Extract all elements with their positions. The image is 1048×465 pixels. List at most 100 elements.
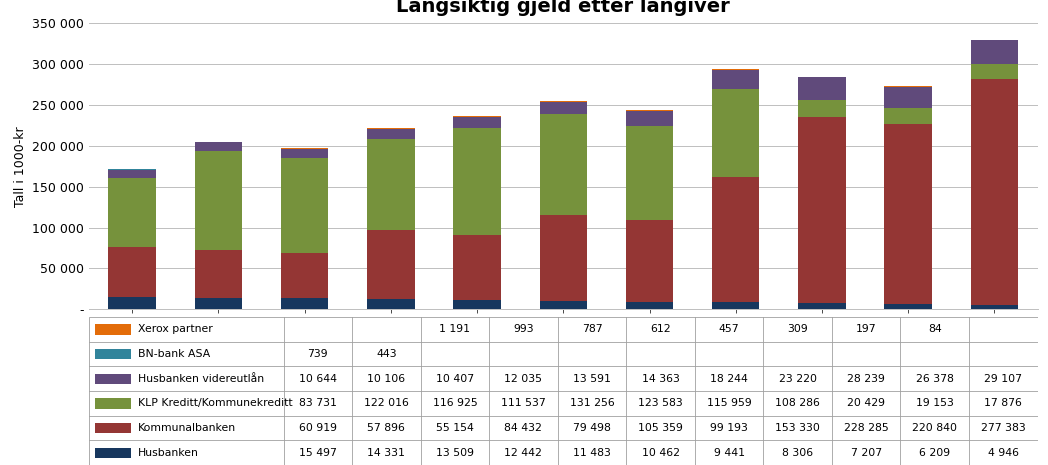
Text: 84: 84 xyxy=(927,325,941,334)
Text: 7 207: 7 207 xyxy=(851,448,881,458)
Bar xyxy=(712,177,760,302)
Bar xyxy=(540,214,587,301)
Bar xyxy=(367,230,415,299)
Text: 19 153: 19 153 xyxy=(916,399,954,408)
Text: 122 016: 122 016 xyxy=(364,399,409,408)
Text: 12 442: 12 442 xyxy=(504,448,543,458)
Bar xyxy=(94,373,131,384)
Bar xyxy=(195,151,242,250)
Text: 197: 197 xyxy=(856,325,876,334)
Bar xyxy=(195,142,242,151)
Bar xyxy=(712,70,760,89)
Bar xyxy=(799,117,846,303)
Bar xyxy=(454,235,501,300)
Bar xyxy=(109,169,156,170)
Bar xyxy=(626,111,673,126)
Bar xyxy=(626,126,673,220)
Text: 123 583: 123 583 xyxy=(638,399,683,408)
Bar xyxy=(970,64,1018,79)
Text: 153 330: 153 330 xyxy=(776,423,820,433)
Text: 14 331: 14 331 xyxy=(368,448,406,458)
Text: 28 239: 28 239 xyxy=(847,374,886,384)
Text: 220 840: 220 840 xyxy=(912,423,957,433)
Text: 443: 443 xyxy=(376,349,396,359)
Bar xyxy=(970,40,1018,64)
Bar xyxy=(454,116,501,117)
Text: 20 429: 20 429 xyxy=(847,399,886,408)
Text: 60 919: 60 919 xyxy=(299,423,336,433)
Text: 29 107: 29 107 xyxy=(984,374,1022,384)
Bar xyxy=(367,139,415,230)
Text: 105 359: 105 359 xyxy=(638,423,683,433)
Bar xyxy=(799,100,846,117)
Title: Langsiktig gjeld etter långiver: Langsiktig gjeld etter långiver xyxy=(396,0,730,16)
Bar xyxy=(195,250,242,298)
Bar xyxy=(454,117,501,127)
Bar xyxy=(540,301,587,309)
Text: 116 925: 116 925 xyxy=(433,399,477,408)
Bar xyxy=(195,298,242,309)
Text: 309: 309 xyxy=(787,325,808,334)
Text: Kommunalbanken: Kommunalbanken xyxy=(138,423,236,433)
Bar xyxy=(367,129,415,139)
Text: 739: 739 xyxy=(307,349,328,359)
Text: 108 286: 108 286 xyxy=(776,399,820,408)
Text: BN-bank ASA: BN-bank ASA xyxy=(138,349,211,359)
Text: 612: 612 xyxy=(650,325,671,334)
Text: 9 441: 9 441 xyxy=(714,448,744,458)
Bar xyxy=(281,298,328,309)
Bar xyxy=(970,79,1018,305)
Text: Xerox partner: Xerox partner xyxy=(138,325,213,334)
Bar xyxy=(94,398,131,409)
Bar xyxy=(94,423,131,433)
Text: 26 378: 26 378 xyxy=(916,374,954,384)
Bar xyxy=(626,220,673,301)
Bar xyxy=(712,89,760,177)
Text: KLP Kreditt/Kommunekreditt: KLP Kreditt/Kommunekreditt xyxy=(138,399,292,408)
Text: 787: 787 xyxy=(582,325,603,334)
Bar xyxy=(712,302,760,309)
Bar xyxy=(367,299,415,309)
Text: 17 876: 17 876 xyxy=(984,399,1022,408)
Bar xyxy=(281,158,328,253)
Text: 111 537: 111 537 xyxy=(501,399,546,408)
Text: 11 483: 11 483 xyxy=(573,448,611,458)
Bar xyxy=(970,305,1018,309)
Text: 57 896: 57 896 xyxy=(368,423,406,433)
Text: 83 731: 83 731 xyxy=(299,399,336,408)
Text: 457: 457 xyxy=(719,325,740,334)
Bar xyxy=(281,149,328,158)
Bar xyxy=(540,101,587,102)
Text: 12 035: 12 035 xyxy=(504,374,543,384)
Text: 10 462: 10 462 xyxy=(641,448,679,458)
Y-axis label: Tall i 1000-kr: Tall i 1000-kr xyxy=(14,126,27,206)
Text: 84 432: 84 432 xyxy=(504,423,543,433)
Bar xyxy=(109,179,156,247)
Text: 993: 993 xyxy=(514,325,533,334)
Text: 1 191: 1 191 xyxy=(439,325,471,334)
Text: 6 209: 6 209 xyxy=(919,448,951,458)
Text: 10 106: 10 106 xyxy=(367,374,406,384)
Text: 228 285: 228 285 xyxy=(844,423,889,433)
Text: 23 220: 23 220 xyxy=(779,374,816,384)
Bar xyxy=(367,128,415,129)
Text: 10 644: 10 644 xyxy=(299,374,336,384)
Bar xyxy=(454,300,501,309)
Text: 277 383: 277 383 xyxy=(981,423,1026,433)
Bar xyxy=(281,253,328,298)
Text: 115 959: 115 959 xyxy=(706,399,751,408)
Text: Husbanken: Husbanken xyxy=(138,448,199,458)
Text: 18 244: 18 244 xyxy=(711,374,748,384)
Text: 15 497: 15 497 xyxy=(299,448,336,458)
Bar xyxy=(885,304,932,309)
Text: Husbanken videreutlån: Husbanken videreutlån xyxy=(138,374,264,384)
Text: 13 591: 13 591 xyxy=(573,374,611,384)
Bar xyxy=(540,113,587,214)
Bar xyxy=(109,170,156,179)
Text: 13 509: 13 509 xyxy=(436,448,474,458)
Bar xyxy=(94,349,131,359)
Bar xyxy=(885,124,932,304)
Text: 99 193: 99 193 xyxy=(711,423,748,433)
Bar xyxy=(94,324,131,335)
Bar xyxy=(540,102,587,113)
